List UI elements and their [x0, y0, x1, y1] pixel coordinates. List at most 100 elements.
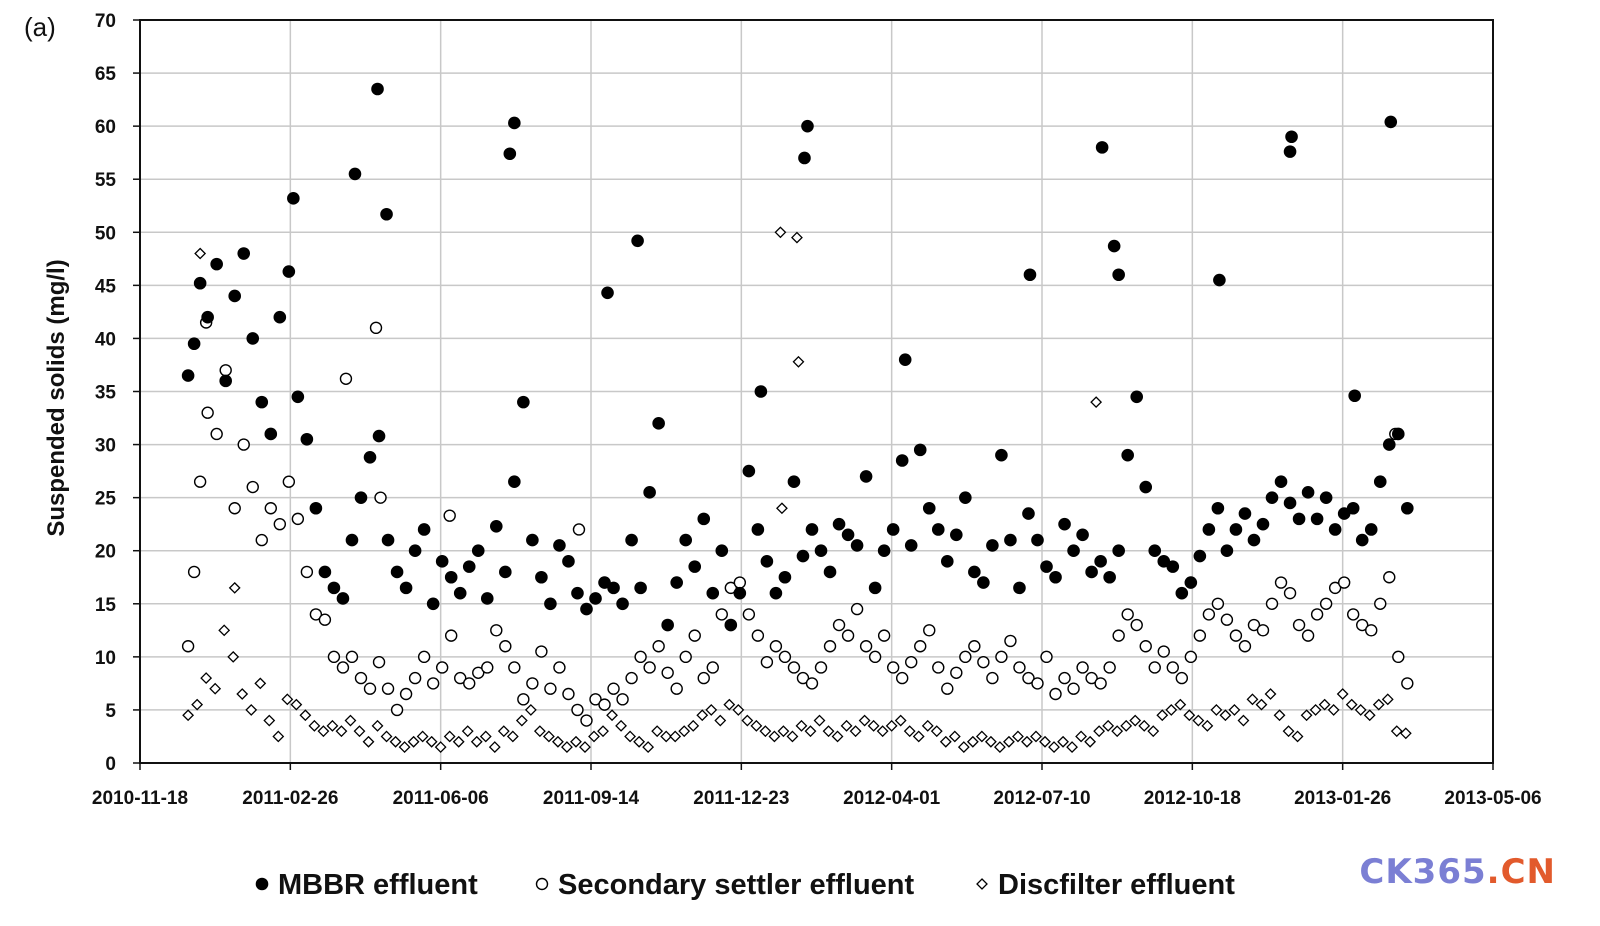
point-secondary-settler-effluent	[923, 624, 936, 637]
point-secondary-settler-effluent	[805, 677, 819, 690]
point-discfilter-effluent	[660, 730, 673, 743]
point-mbbr-effluent	[1283, 145, 1297, 158]
point-secondary-settler-effluent	[1383, 571, 1396, 584]
point-discfilter-effluent	[371, 719, 384, 732]
point-mbbr-effluent	[679, 533, 693, 547]
point-mbbr-effluent	[318, 565, 332, 579]
point-discfilter-effluent	[1300, 709, 1313, 722]
point-secondary-settler-effluent	[1130, 618, 1143, 632]
point-discfilter-effluent	[542, 730, 555, 743]
point-mbbr-effluent	[625, 533, 638, 547]
point-mbbr-effluent	[652, 417, 665, 430]
point-discfilter-effluent	[939, 735, 952, 748]
legend-label: MBBR effluent	[278, 869, 478, 901]
point-secondary-settler-effluent	[796, 671, 810, 685]
point-mbbr-effluent	[1023, 268, 1037, 282]
point-discfilter-effluent	[1327, 704, 1340, 716]
point-secondary-settler-effluent	[905, 655, 918, 669]
point-secondary-settler-effluent	[1274, 576, 1288, 589]
point-mbbr-effluent	[399, 581, 413, 595]
point-secondary-settler-effluent	[345, 650, 359, 664]
point-secondary-settler-effluent	[769, 640, 783, 653]
point-discfilter-effluent	[533, 725, 546, 738]
y-tick-label: 10	[95, 648, 116, 669]
point-mbbr-effluent	[1391, 427, 1405, 441]
point-discfilter-effluent	[1264, 688, 1277, 700]
legend-marker	[976, 878, 988, 890]
y-tick-label: 0	[105, 754, 116, 775]
point-secondary-settler-effluent	[508, 661, 521, 674]
watermark-logo: CK365.CN	[1359, 852, 1556, 892]
point-discfilter-effluent	[1246, 693, 1259, 706]
point-discfilter-effluent	[633, 735, 646, 748]
point-discfilter-effluent	[497, 725, 510, 738]
y-tick-label: 35	[95, 383, 117, 404]
point-mbbr-effluent	[977, 576, 990, 589]
point-mbbr-effluent	[1319, 491, 1333, 504]
point-discfilter-effluent	[434, 741, 447, 753]
point-discfilter-effluent	[254, 677, 267, 690]
y-tick-label: 65	[95, 64, 117, 85]
point-secondary-settler-effluent	[832, 618, 846, 632]
point-secondary-settler-effluent	[1040, 650, 1053, 664]
point-mbbr-effluent	[371, 82, 384, 96]
point-mbbr-effluent	[1373, 475, 1387, 489]
point-mbbr-effluent	[706, 586, 720, 600]
point-secondary-settler-effluent	[1283, 586, 1297, 600]
point-discfilter-effluent	[236, 688, 249, 700]
point-secondary-settler-effluent	[1401, 677, 1414, 690]
point-secondary-settler-effluent	[201, 406, 214, 419]
point-secondary-settler-effluent	[1392, 650, 1405, 664]
point-secondary-settler-effluent	[339, 372, 353, 385]
point-discfilter-effluent	[227, 650, 240, 663]
point-mbbr-effluent	[291, 390, 305, 404]
point-secondary-settler-effluent	[517, 693, 530, 706]
point-discfilter-effluent	[867, 719, 880, 732]
point-discfilter-effluent	[1138, 719, 1151, 732]
point-mbbr-effluent	[724, 618, 738, 632]
point-mbbr-effluent	[904, 539, 918, 552]
point-secondary-settler-effluent	[580, 714, 593, 727]
point-mbbr-effluent	[787, 475, 801, 489]
point-secondary-settler-effluent	[372, 655, 386, 669]
point-secondary-settler-effluent	[968, 640, 981, 653]
y-axis-label: Suspended solids (mg/l)	[43, 259, 70, 536]
point-discfilter-effluent	[470, 735, 483, 748]
point-discfilter-effluent	[1318, 698, 1331, 711]
point-secondary-settler-effluent	[959, 650, 972, 664]
legend-label: Secondary settler effluent	[558, 869, 914, 901]
point-mbbr-effluent	[1301, 486, 1315, 499]
point-secondary-settler-effluent	[499, 640, 512, 653]
point-mbbr-effluent	[287, 192, 300, 205]
point-secondary-settler-effluent	[237, 438, 250, 451]
y-tick-label: 40	[95, 329, 116, 350]
data-points	[181, 82, 1414, 753]
point-mbbr-effluent	[1175, 586, 1189, 600]
point-secondary-settler-effluent	[877, 629, 891, 642]
point-discfilter-effluent	[678, 725, 691, 738]
point-mbbr-effluent	[1166, 560, 1180, 573]
point-discfilter-effluent	[840, 719, 853, 732]
point-discfilter-effluent	[1273, 709, 1286, 722]
point-secondary-settler-effluent	[363, 682, 377, 695]
point-secondary-settler-effluent	[733, 576, 747, 589]
point-mbbr-effluent	[814, 544, 828, 558]
point-secondary-settler-effluent	[706, 661, 719, 674]
point-secondary-settler-effluent	[1049, 687, 1062, 701]
point-mbbr-effluent	[300, 432, 314, 446]
point-secondary-settler-effluent	[246, 480, 259, 494]
point-mbbr-effluent	[462, 560, 476, 573]
point-mbbr-effluent	[796, 549, 810, 563]
point-mbbr-effluent	[1049, 570, 1062, 584]
point-discfilter-effluent	[1390, 725, 1403, 738]
point-secondary-settler-effluent	[327, 650, 341, 664]
x-tick-label: 2012-04-01	[843, 788, 941, 809]
point-mbbr-effluent	[435, 555, 449, 568]
legend-marker	[535, 877, 549, 891]
point-discfilter-effluent	[1183, 709, 1196, 722]
point-secondary-settler-effluent	[850, 602, 864, 616]
point-secondary-settler-effluent	[1184, 650, 1198, 664]
point-secondary-settler-effluent	[643, 661, 656, 674]
point-discfilter-effluent	[281, 693, 294, 706]
point-mbbr-effluent	[1107, 239, 1121, 253]
